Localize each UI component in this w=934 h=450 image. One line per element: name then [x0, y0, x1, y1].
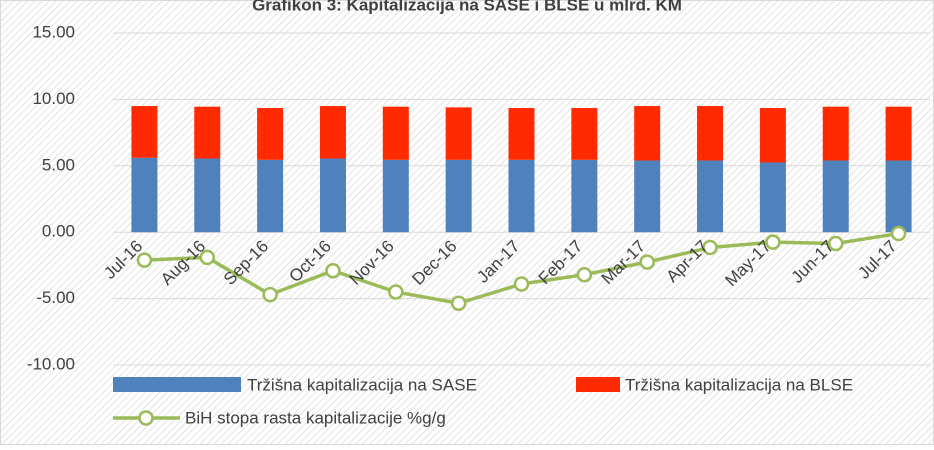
line-point — [262, 286, 278, 303]
line-point — [388, 284, 404, 300]
line-point — [576, 266, 593, 283]
bar — [131, 157, 158, 233]
bar — [759, 108, 786, 163]
line-point — [199, 249, 216, 266]
bar — [822, 106, 849, 161]
y-tick-label: 15.00 — [32, 22, 75, 41]
bar — [194, 158, 221, 233]
y-tick-label: 5.00 — [42, 155, 75, 174]
line-point — [639, 254, 655, 270]
bar — [885, 106, 912, 161]
bar — [257, 108, 284, 160]
bar — [194, 106, 221, 159]
bar — [634, 160, 661, 233]
bar — [634, 106, 661, 161]
y-tick-label: -10.00 — [27, 354, 75, 373]
legend-swatch — [138, 410, 154, 426]
bar — [508, 159, 535, 233]
bar — [759, 162, 786, 233]
legend-swatch — [113, 377, 241, 392]
line-point — [765, 234, 781, 250]
bar — [822, 160, 849, 233]
bar — [131, 106, 158, 158]
legend-label: BiH stopa rasta kapitalizacije %g/g — [185, 408, 446, 427]
y-tick-label: -5.00 — [36, 288, 75, 307]
line-point — [827, 235, 844, 252]
legend-label: Tržišna kapitalizacija na SASE — [247, 375, 477, 394]
bar — [508, 108, 535, 160]
bar — [885, 160, 912, 233]
bar — [382, 159, 409, 233]
bar — [257, 159, 284, 233]
line-point — [450, 295, 467, 311]
bar — [382, 106, 409, 160]
bar — [571, 108, 598, 160]
legend-label: Tržišna kapitalizacija na BLSE — [625, 375, 853, 394]
line-point — [136, 252, 153, 268]
bar — [445, 159, 472, 233]
legend-swatch — [576, 377, 620, 392]
line-point — [890, 225, 907, 242]
bar — [697, 160, 724, 233]
line-point — [702, 239, 718, 256]
y-tick-label: 10.00 — [32, 89, 75, 108]
y-tick-label: 0.00 — [42, 222, 75, 241]
bar — [319, 106, 346, 159]
bar — [445, 107, 472, 160]
bar — [319, 158, 346, 233]
bar — [697, 106, 724, 161]
bar — [571, 159, 598, 233]
line-point — [325, 262, 341, 279]
chart-title: Grafikon 3: Kapitalizacija na SASE i BLS… — [252, 0, 682, 14]
line-point — [513, 276, 530, 292]
